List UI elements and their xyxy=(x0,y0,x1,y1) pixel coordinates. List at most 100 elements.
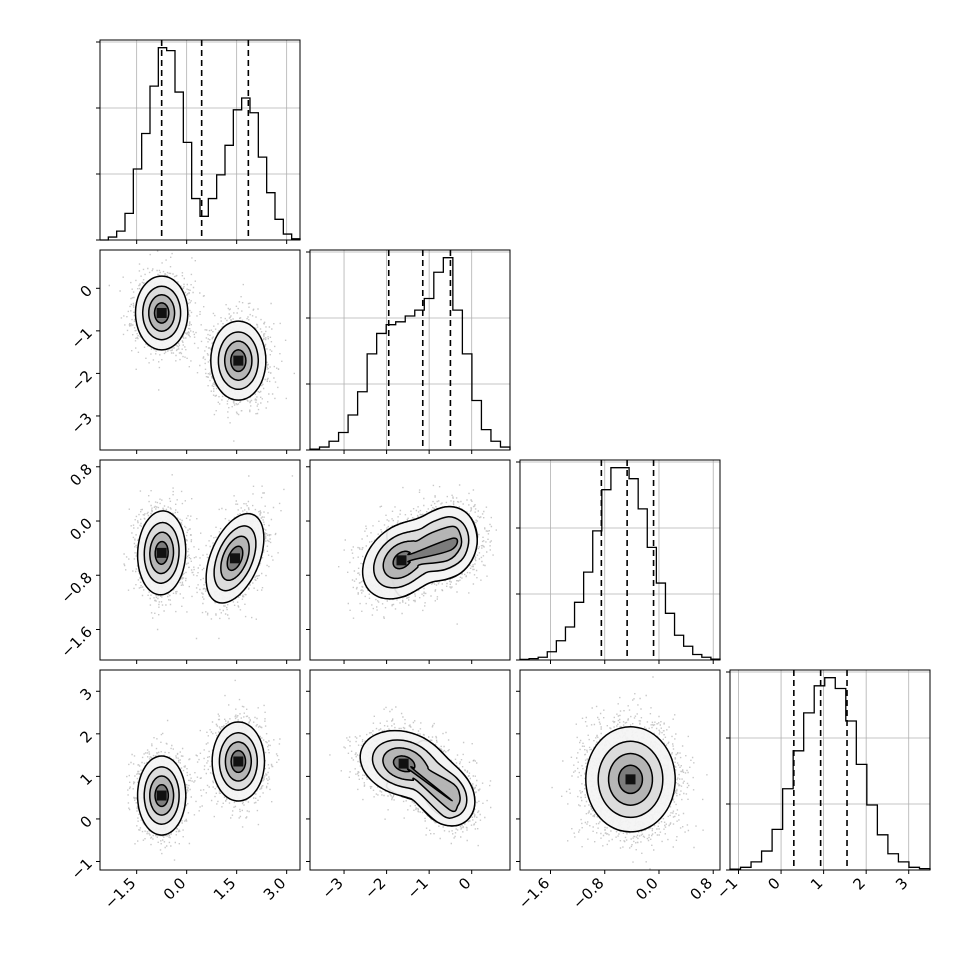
density-peak xyxy=(398,758,409,769)
panel-frame xyxy=(99,39,301,241)
y-tick-label: 2 xyxy=(77,727,96,746)
contour-line xyxy=(230,349,247,373)
histogram-panel xyxy=(516,459,721,661)
panel-frame xyxy=(99,459,301,661)
contour-line xyxy=(371,739,468,819)
x-tick-label: 3.0 xyxy=(260,874,290,904)
x-tick-label: −1 xyxy=(713,874,741,902)
contour-line xyxy=(143,521,180,584)
contour-line xyxy=(597,740,664,819)
panel-frame xyxy=(309,669,511,871)
x-tick-label: −2 xyxy=(361,874,389,902)
y-tick-label: −1 xyxy=(68,855,96,883)
panel-frame xyxy=(729,669,931,871)
density-peak xyxy=(156,547,167,558)
contour-line xyxy=(154,783,170,808)
histogram-panel xyxy=(306,249,511,451)
histogram-step xyxy=(519,467,721,661)
contour-line xyxy=(223,340,253,381)
density-peak xyxy=(233,355,244,366)
y-tick-label: −0.8 xyxy=(58,569,96,607)
contour-line xyxy=(230,749,247,774)
scatter-panel xyxy=(551,676,708,870)
y-tick-label: −1 xyxy=(68,324,96,352)
contour-line xyxy=(205,512,265,604)
y-tick-label: 3 xyxy=(77,685,96,704)
histogram-step xyxy=(729,677,931,870)
contour-line xyxy=(148,294,176,332)
contour-line xyxy=(149,531,175,575)
contour-line xyxy=(382,525,463,580)
histogram-panel xyxy=(96,39,301,241)
contour-line xyxy=(585,726,676,833)
y-tick-label: −3 xyxy=(68,409,96,437)
density-peak xyxy=(230,553,240,564)
y-tick-label: 0 xyxy=(77,812,96,831)
x-tick-label: −1.5 xyxy=(101,874,139,912)
contour-line xyxy=(218,732,259,791)
contour-line xyxy=(211,721,266,802)
density-peak xyxy=(396,555,407,566)
contour-line xyxy=(226,545,244,572)
y-tick-label: 0.0 xyxy=(66,514,96,544)
density-peak xyxy=(233,756,244,767)
contour-line xyxy=(392,755,453,802)
panel-frame xyxy=(309,249,511,451)
density-fill xyxy=(393,538,458,569)
x-tick-label: 0.0 xyxy=(160,874,190,904)
contour-line xyxy=(149,775,175,816)
x-tick-label: −3 xyxy=(318,874,346,902)
x-tick-label: 1 xyxy=(807,874,826,893)
scatter-panel xyxy=(329,706,492,847)
contour-line xyxy=(136,755,187,836)
x-tick-label: −1.6 xyxy=(515,874,553,912)
contour-line xyxy=(361,505,478,600)
density-peak xyxy=(156,790,167,801)
contour-line xyxy=(359,729,476,827)
y-tick-label: −2 xyxy=(68,367,96,395)
contour-line xyxy=(372,515,470,589)
x-tick-label: −1 xyxy=(404,874,432,902)
contour-line xyxy=(154,540,169,565)
histogram-step xyxy=(100,47,301,241)
scatter-panel xyxy=(338,484,497,625)
contour-line xyxy=(213,525,257,592)
contour-line xyxy=(617,764,644,795)
histogram-panel xyxy=(726,669,931,871)
panel-frame xyxy=(99,669,301,871)
density-peak xyxy=(156,307,167,318)
panel-frame xyxy=(519,459,721,661)
x-tick-label: 2 xyxy=(850,874,869,893)
histogram-step xyxy=(309,257,511,450)
x-tick-label: −0.8 xyxy=(569,874,607,912)
y-tick-label: 0.8 xyxy=(66,460,96,490)
contour-line xyxy=(134,275,189,351)
x-tick-label: 0.0 xyxy=(632,874,662,904)
x-tick-label: 0 xyxy=(764,874,783,893)
scatter-panel xyxy=(108,250,295,442)
density-peak xyxy=(625,774,636,785)
contour-line xyxy=(143,766,180,825)
y-tick-label: 0 xyxy=(77,282,96,301)
contour-line xyxy=(141,285,182,341)
contour-line xyxy=(220,535,250,582)
contour-line xyxy=(607,752,654,806)
contour-line xyxy=(392,537,459,570)
panel-frame xyxy=(309,459,511,661)
contour-line xyxy=(217,331,260,391)
x-tick-label: 0 xyxy=(455,874,474,893)
x-tick-label: 3 xyxy=(892,874,911,893)
contour-line xyxy=(382,747,461,813)
panel-frame xyxy=(519,669,721,871)
contour-line xyxy=(224,741,253,782)
contour-line xyxy=(153,302,170,324)
scatter-panel xyxy=(123,474,294,640)
contour-line xyxy=(136,510,187,596)
x-tick-label: 1.5 xyxy=(210,874,240,904)
panel-frame xyxy=(99,249,301,451)
y-tick-label: 1 xyxy=(77,770,96,789)
y-tick-label: −1.6 xyxy=(58,623,96,661)
contour-line xyxy=(210,320,267,401)
scatter-panel xyxy=(126,679,281,861)
